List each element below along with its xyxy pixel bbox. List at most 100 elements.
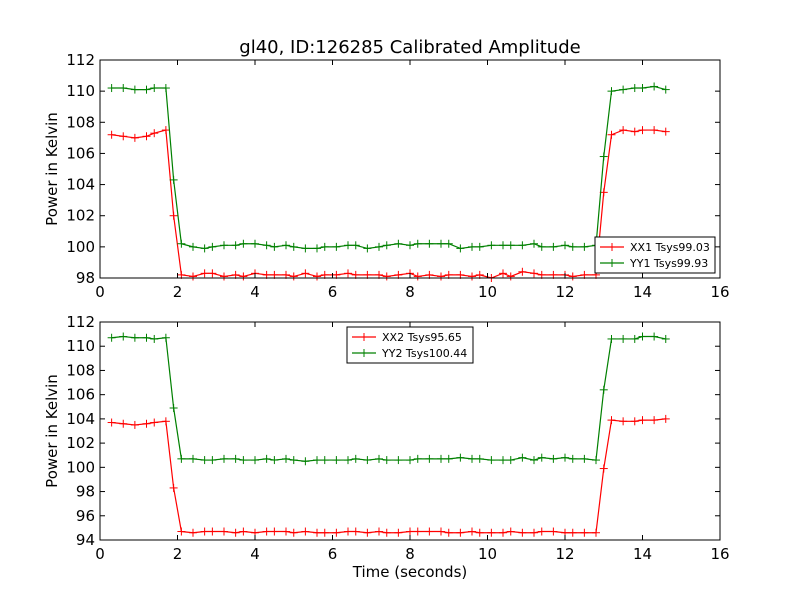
- data-point: [444, 528, 453, 537]
- data-point: [475, 528, 484, 537]
- data-point: [456, 453, 465, 462]
- data-point: [561, 453, 569, 462]
- series-1: [107, 332, 670, 466]
- data-point: [661, 414, 670, 423]
- x-tick-label: 6: [328, 545, 338, 563]
- legend-entry: YY1 Tsys99.93: [600, 257, 708, 270]
- x-tick-label: 16: [710, 545, 729, 563]
- legend-label: XX1 Tsys99.03: [630, 241, 710, 254]
- data-point: [506, 272, 515, 281]
- data-point: [107, 84, 116, 93]
- x-tick-label: 6: [328, 283, 338, 301]
- data-point: [499, 269, 507, 278]
- data-point: [619, 126, 628, 135]
- data-point: [351, 454, 360, 463]
- data-point: [650, 126, 659, 135]
- data-point: [130, 420, 139, 429]
- data-point: [130, 133, 139, 142]
- data-point: [530, 456, 538, 465]
- data-point: [518, 453, 527, 462]
- data-point: [169, 211, 178, 220]
- data-point: [638, 416, 647, 425]
- data-point: [406, 241, 414, 250]
- data-point: [313, 528, 321, 537]
- data-point: [177, 239, 186, 248]
- data-point: [518, 528, 527, 537]
- y-tick-label: 100: [66, 458, 95, 476]
- x-tick-label: 14: [633, 283, 652, 301]
- data-point: [363, 528, 372, 537]
- data-point: [499, 456, 507, 465]
- data-point: [313, 272, 321, 281]
- data-point: [406, 456, 414, 465]
- data-point: [599, 152, 608, 161]
- data-point: [220, 527, 228, 536]
- data-point: [638, 84, 647, 93]
- y-tick-label: 98: [76, 483, 95, 501]
- data-point: [437, 239, 445, 248]
- data-point: [270, 456, 279, 465]
- data-point: [220, 241, 228, 250]
- data-point: [161, 417, 170, 426]
- data-point: [289, 242, 298, 251]
- data-point: [580, 242, 589, 251]
- data-point: [119, 84, 128, 93]
- legend-box: [346, 326, 474, 364]
- data-point: [375, 454, 383, 463]
- legend-box: [594, 236, 716, 274]
- x-tick-label: 8: [405, 545, 415, 563]
- data-point: [301, 527, 310, 536]
- data-point: [289, 528, 298, 537]
- y-tick-label: 112: [66, 313, 95, 331]
- data-point: [332, 528, 341, 537]
- data-point: [580, 528, 589, 537]
- data-point: [406, 527, 414, 536]
- data-point: [425, 527, 434, 536]
- y-tick-label: 102: [66, 207, 95, 225]
- data-point: [537, 453, 546, 462]
- data-point: [661, 85, 670, 94]
- data-point: [189, 242, 197, 251]
- data-point: [282, 454, 290, 463]
- data-point: [568, 242, 577, 251]
- data-point: [142, 85, 151, 94]
- data-point: [177, 454, 186, 463]
- data-point: [630, 127, 639, 136]
- data-point: [537, 242, 546, 251]
- data-point: [200, 527, 209, 536]
- figure-title: gl40, ID:126285 Calibrated Amplitude: [239, 37, 580, 58]
- data-point: [150, 84, 159, 93]
- data-point: [351, 527, 360, 536]
- data-point: [444, 239, 453, 248]
- data-point: [239, 527, 248, 536]
- data-point: [262, 527, 271, 536]
- data-point: [200, 269, 209, 278]
- data-point: [208, 456, 217, 465]
- data-point: [468, 272, 476, 281]
- data-point: [208, 242, 217, 251]
- y-axis-label: Power in Kelvin: [43, 374, 61, 488]
- y-axis-label: Power in Kelvin: [43, 112, 61, 226]
- data-point: [351, 241, 360, 250]
- data-point: [270, 527, 279, 536]
- data-point: [382, 272, 391, 281]
- series-0: [107, 414, 670, 537]
- data-point: [425, 239, 434, 248]
- y-tick-label: 104: [66, 410, 95, 428]
- data-point: [161, 126, 170, 135]
- data-point: [344, 241, 352, 250]
- data-point: [251, 239, 259, 248]
- data-point: [289, 272, 298, 281]
- data-point: [456, 528, 465, 537]
- y-tick-label: 94: [76, 531, 95, 549]
- data-point: [487, 528, 496, 537]
- data-point: [580, 454, 589, 463]
- data-point: [382, 456, 391, 465]
- data-point: [630, 417, 639, 426]
- data-point: [107, 333, 116, 342]
- legend-entry: XX2 Tsys95.65: [352, 331, 462, 344]
- data-point: [592, 456, 600, 465]
- data-point: [130, 333, 139, 342]
- data-point: [518, 267, 527, 276]
- data-point: [549, 454, 558, 463]
